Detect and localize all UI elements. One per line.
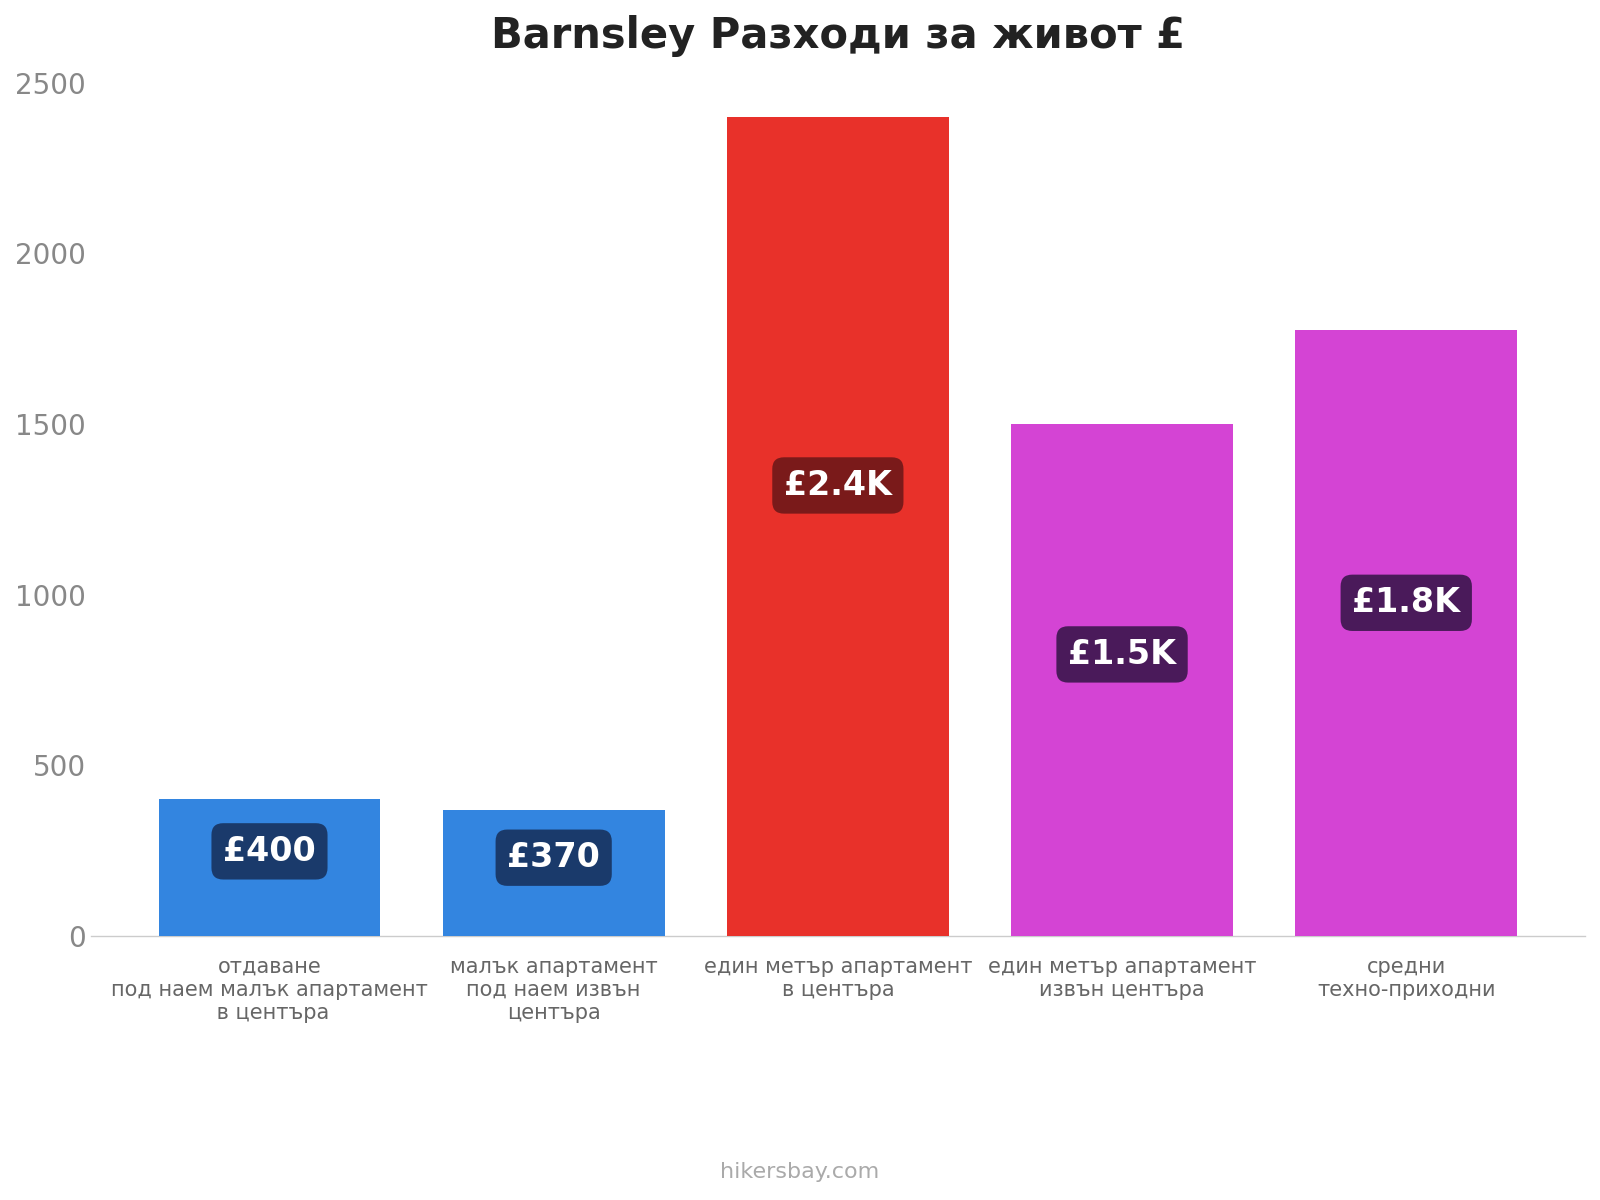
Text: £370: £370 — [507, 841, 600, 875]
Bar — [443, 810, 664, 936]
Text: £1.8K: £1.8K — [1352, 587, 1461, 619]
Text: £2.4K: £2.4K — [784, 469, 891, 502]
Bar — [158, 799, 381, 936]
Bar — [1011, 424, 1234, 936]
Bar — [726, 116, 949, 936]
Title: Barnsley Разходи за живот £: Barnsley Разходи за живот £ — [491, 14, 1186, 56]
Text: £400: £400 — [222, 835, 315, 868]
Text: hikersbay.com: hikersbay.com — [720, 1162, 880, 1182]
Bar — [1296, 330, 1517, 936]
Text: £1.5K: £1.5K — [1069, 638, 1176, 671]
